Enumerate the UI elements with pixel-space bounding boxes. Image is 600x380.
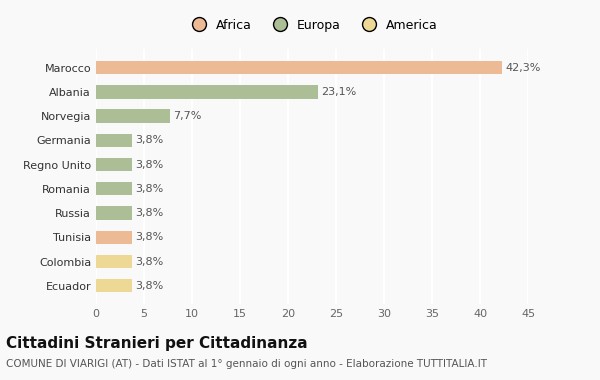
Bar [96, 182, 133, 195]
Text: 3,8%: 3,8% [136, 281, 164, 291]
Text: 3,8%: 3,8% [136, 232, 164, 242]
Text: 3,8%: 3,8% [136, 208, 164, 218]
Bar [96, 61, 502, 74]
Bar [96, 231, 133, 244]
Bar [96, 158, 133, 171]
Text: Cittadini Stranieri per Cittadinanza: Cittadini Stranieri per Cittadinanza [6, 336, 308, 351]
Bar [96, 85, 318, 98]
Text: 23,1%: 23,1% [320, 87, 356, 97]
Text: 3,8%: 3,8% [136, 135, 164, 145]
Text: 42,3%: 42,3% [505, 63, 541, 73]
Bar [96, 109, 170, 123]
Bar [96, 279, 133, 293]
Text: 7,7%: 7,7% [173, 111, 201, 121]
Text: 3,8%: 3,8% [136, 160, 164, 169]
Bar [96, 206, 133, 220]
Text: 3,8%: 3,8% [136, 256, 164, 266]
Text: 3,8%: 3,8% [136, 184, 164, 194]
Text: COMUNE DI VIARIGI (AT) - Dati ISTAT al 1° gennaio di ogni anno - Elaborazione TU: COMUNE DI VIARIGI (AT) - Dati ISTAT al 1… [6, 359, 487, 369]
Legend: Africa, Europa, America: Africa, Europa, America [182, 15, 442, 35]
Bar [96, 134, 133, 147]
Bar [96, 255, 133, 268]
